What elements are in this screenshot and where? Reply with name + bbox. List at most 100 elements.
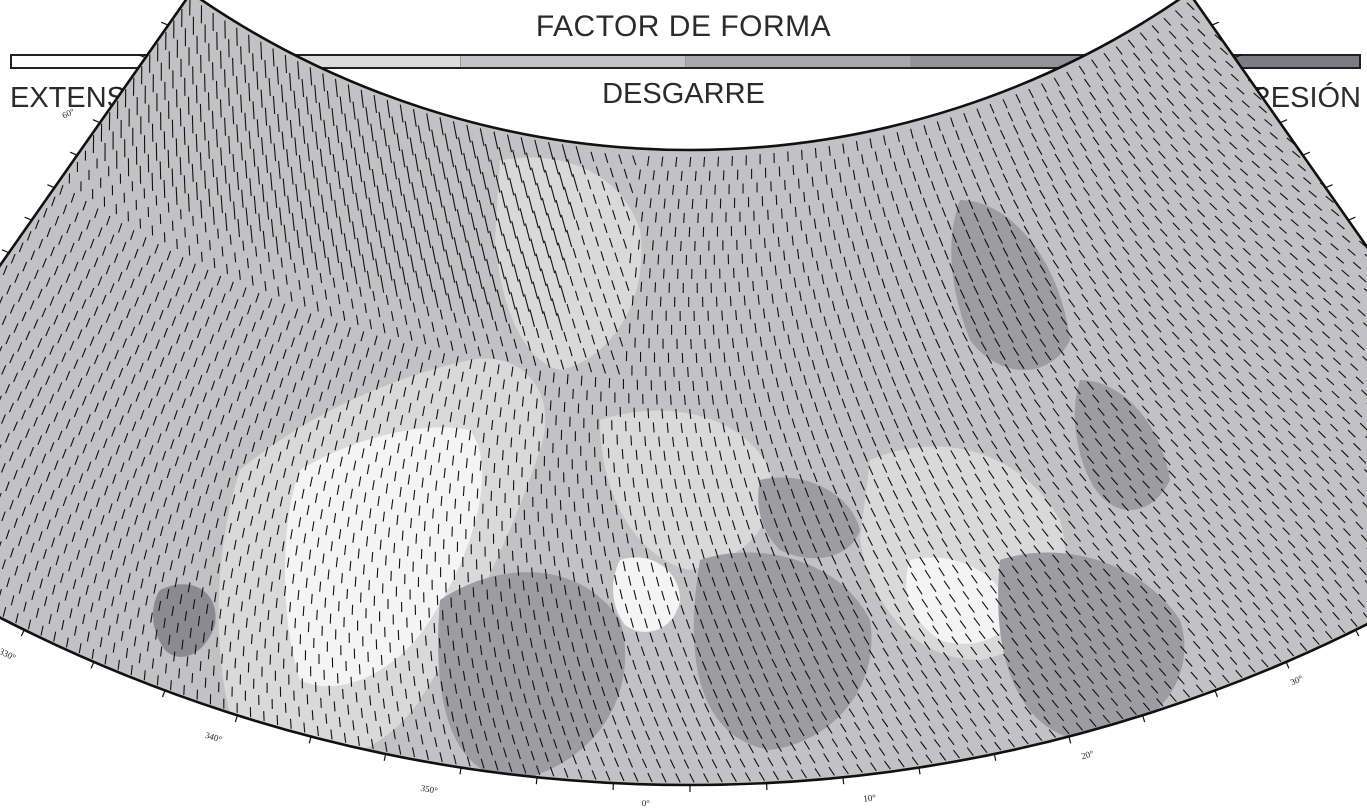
stress-mark <box>541 197 548 216</box>
stress-mark <box>41 356 47 367</box>
stress-mark <box>877 634 884 644</box>
stress-mark <box>446 511 448 522</box>
stress-mark <box>932 296 938 306</box>
stress-mark <box>925 754 933 764</box>
stress-mark <box>1178 420 1186 429</box>
stress-mark <box>416 390 420 401</box>
stress-mark <box>610 602 615 613</box>
stress-mark <box>922 197 928 208</box>
stress-mark <box>1229 397 1237 406</box>
stress-mark <box>766 462 770 473</box>
stress-mark <box>259 430 264 441</box>
stress-mark <box>536 182 543 201</box>
stress-mark <box>1364 580 1367 589</box>
stress-mark <box>383 439 387 450</box>
stress-mark <box>1332 611 1340 621</box>
stress-mark <box>735 309 738 321</box>
stress-mark <box>611 280 616 290</box>
stress-mark <box>280 84 284 103</box>
stress-mark <box>647 408 650 419</box>
stress-mark <box>510 366 514 377</box>
stress-mark <box>845 298 850 309</box>
stress-mark <box>1297 163 1306 172</box>
stress-mark <box>988 728 996 738</box>
stress-mark <box>1338 370 1347 379</box>
longitude-label: 30° <box>1289 673 1305 687</box>
stress-mark <box>1218 371 1227 380</box>
stress-mark <box>791 235 794 246</box>
stress-mark <box>1220 524 1229 533</box>
stress-mark <box>168 514 172 525</box>
stress-mark <box>573 684 578 695</box>
stress-mark <box>735 492 739 503</box>
stress-mark <box>605 335 610 346</box>
stress-mark <box>783 615 789 626</box>
stress-mark <box>1246 147 1255 156</box>
stress-mark <box>383 128 387 147</box>
stress-mark <box>1225 60 1234 69</box>
stress-mark <box>758 771 765 781</box>
stress-mark <box>869 138 873 149</box>
stress-mark <box>973 617 981 627</box>
stress-mark <box>412 109 417 127</box>
stress-mark <box>1211 390 1219 399</box>
stress-mark <box>857 693 864 703</box>
stress-mark <box>1239 607 1248 616</box>
stress-mark <box>151 172 154 191</box>
stress-mark <box>452 640 455 651</box>
stress-mark <box>1000 683 1008 692</box>
stress-mark <box>999 350 1006 360</box>
stress-mark <box>1332 502 1341 511</box>
stress-mark <box>1019 621 1027 630</box>
stress-mark <box>1084 486 1092 495</box>
stress-mark <box>1164 350 1173 359</box>
stress-mark <box>784 545 790 556</box>
stress-mark <box>1195 684 1204 693</box>
stress-mark <box>344 545 347 556</box>
stress-mark <box>1207 345 1216 354</box>
stress-mark <box>353 460 357 471</box>
stress-mark <box>447 625 450 636</box>
stress-mark <box>1033 101 1040 111</box>
stress-mark <box>1056 712 1065 722</box>
stress-mark <box>269 344 274 354</box>
stress-mark <box>477 417 480 428</box>
stress-mark <box>520 537 523 548</box>
stress-mark <box>199 103 202 122</box>
stress-mark <box>367 391 372 402</box>
stress-mark <box>308 358 313 369</box>
stress-mark <box>117 538 122 549</box>
stress-mark <box>1282 527 1291 536</box>
stress-mark <box>1129 485 1137 494</box>
stress-mark <box>183 126 186 145</box>
stress-mark <box>1293 443 1302 452</box>
stress-mark <box>184 227 186 238</box>
stress-mark <box>819 415 824 426</box>
stress-mark <box>606 518 610 529</box>
stress-mark <box>1310 338 1319 347</box>
stress-mark <box>220 195 223 214</box>
stress-mark <box>159 526 164 537</box>
stress-mark <box>849 454 855 464</box>
stress-mark <box>1181 540 1190 549</box>
stress-mark <box>699 436 703 447</box>
stress-mark <box>1047 321 1054 330</box>
stress-mark <box>812 289 816 300</box>
stress-mark <box>380 467 384 478</box>
stress-mark <box>404 314 408 325</box>
stress-mark <box>531 567 534 578</box>
stress-mark <box>511 220 517 239</box>
stress-mark <box>742 365 746 376</box>
latitude-labels: 30°40°50°60°70° <box>61 106 77 121</box>
stress-mark <box>625 533 629 544</box>
stress-mark <box>527 266 533 285</box>
stress-mark <box>1239 313 1248 322</box>
stress-mark <box>199 541 203 552</box>
stress-mark <box>832 667 839 677</box>
stress-mark <box>887 660 895 670</box>
stress-mark <box>910 643 917 653</box>
stress-mark <box>1110 697 1119 707</box>
stress-mark <box>1191 490 1200 499</box>
stress-mark <box>440 233 445 252</box>
stress-mark <box>646 660 651 671</box>
